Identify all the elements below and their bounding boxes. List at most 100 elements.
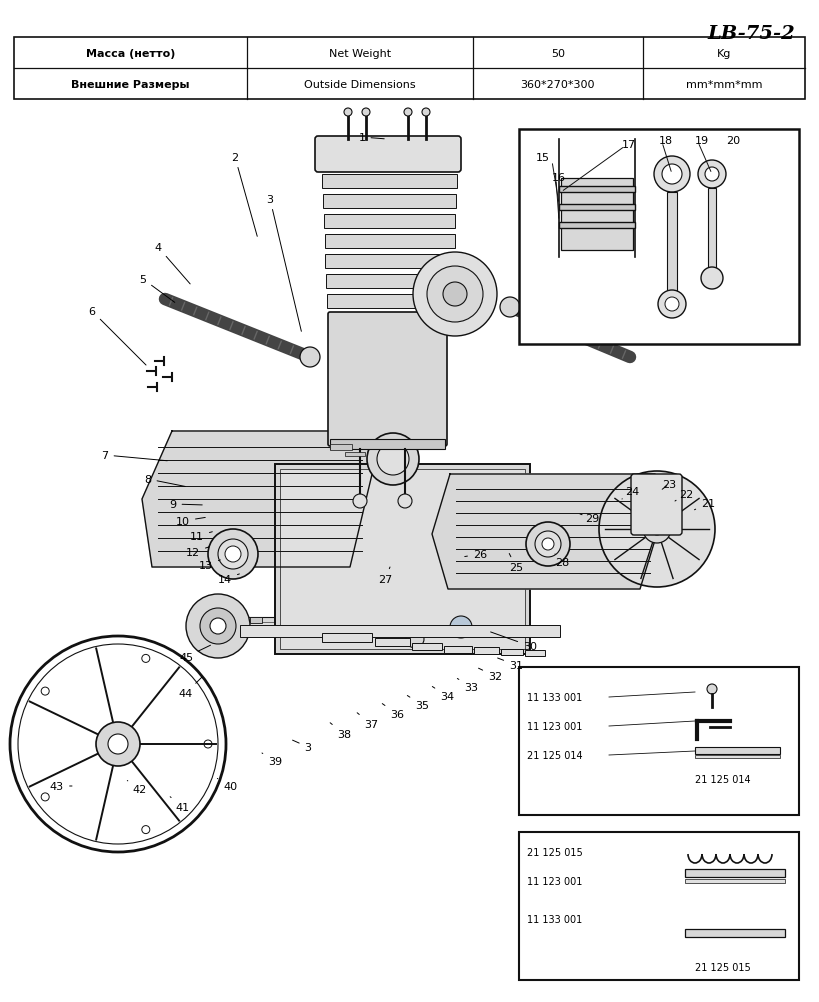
Bar: [685, 879, 785, 883]
Circle shape: [210, 618, 226, 634]
Circle shape: [542, 538, 554, 550]
FancyBboxPatch shape: [275, 465, 530, 654]
Bar: [322, 633, 372, 642]
Circle shape: [200, 608, 236, 644]
Circle shape: [443, 283, 467, 307]
Bar: [519, 833, 799, 980]
Circle shape: [662, 165, 682, 184]
Text: 42: 42: [127, 781, 147, 795]
Bar: [519, 667, 799, 816]
Circle shape: [41, 687, 49, 695]
Bar: [230, 617, 410, 635]
Text: 41: 41: [170, 797, 190, 813]
Circle shape: [698, 161, 726, 188]
Circle shape: [526, 522, 570, 566]
Text: 40: 40: [217, 779, 237, 792]
Bar: [412, 643, 442, 650]
Text: 24: 24: [622, 487, 639, 500]
Circle shape: [218, 539, 248, 569]
Text: Net Weight: Net Weight: [329, 48, 391, 58]
Circle shape: [353, 495, 367, 508]
Circle shape: [344, 109, 352, 117]
Circle shape: [142, 826, 150, 834]
Bar: [324, 234, 455, 248]
Bar: [519, 130, 799, 345]
Text: 11 133 001: 11 133 001: [527, 692, 582, 702]
Bar: [559, 186, 635, 192]
Text: Масса (нетто): Масса (нетто): [86, 48, 175, 58]
Text: 37: 37: [357, 713, 378, 729]
Circle shape: [599, 472, 715, 587]
Bar: [667, 192, 677, 293]
Text: 15: 15: [536, 153, 550, 163]
Bar: [345, 453, 365, 457]
Text: 38: 38: [330, 723, 351, 739]
Circle shape: [406, 630, 424, 648]
Text: 45: 45: [179, 645, 210, 662]
Text: 1: 1: [359, 133, 384, 143]
Circle shape: [225, 546, 241, 562]
Circle shape: [535, 531, 561, 557]
Bar: [474, 647, 499, 654]
Text: 35: 35: [407, 695, 429, 710]
Text: 21: 21: [695, 499, 715, 510]
Text: 17: 17: [622, 140, 636, 150]
Text: 360*270*300: 360*270*300: [521, 79, 595, 89]
Text: 14: 14: [218, 574, 239, 584]
Circle shape: [377, 444, 409, 476]
Circle shape: [300, 348, 320, 368]
Text: 21 125 014: 21 125 014: [695, 775, 751, 785]
Text: 20: 20: [726, 136, 740, 146]
Text: 32: 32: [478, 668, 502, 681]
Text: 2: 2: [232, 153, 257, 237]
Bar: [685, 869, 785, 877]
Text: 36: 36: [382, 703, 404, 719]
Bar: [280, 470, 525, 649]
Text: 39: 39: [262, 754, 282, 767]
Bar: [330, 445, 352, 451]
Bar: [685, 929, 785, 937]
Text: 26: 26: [464, 549, 487, 559]
Text: Outside Dimensions: Outside Dimensions: [304, 79, 416, 89]
Polygon shape: [432, 475, 670, 589]
Bar: [327, 295, 452, 309]
Circle shape: [643, 515, 671, 543]
Bar: [559, 204, 635, 210]
Circle shape: [204, 740, 212, 748]
Text: 33: 33: [457, 678, 478, 692]
Bar: [330, 440, 445, 450]
Text: 3: 3: [292, 740, 311, 753]
Text: 11 133 001: 11 133 001: [527, 914, 582, 924]
Bar: [559, 222, 635, 228]
Text: 3: 3: [266, 194, 301, 332]
Text: 12: 12: [186, 547, 210, 557]
Text: LB-75-2: LB-75-2: [708, 25, 795, 43]
Text: 34: 34: [432, 686, 454, 701]
Text: mm*mm*mm: mm*mm*mm: [686, 79, 762, 89]
Text: 4: 4: [155, 242, 190, 285]
Text: 21 125 014: 21 125 014: [527, 750, 582, 761]
Text: Kg: Kg: [717, 48, 731, 58]
Circle shape: [701, 268, 723, 290]
Circle shape: [422, 109, 430, 117]
Text: 28: 28: [555, 554, 569, 567]
Text: 11: 11: [190, 531, 212, 541]
Circle shape: [450, 616, 472, 638]
Text: 50: 50: [551, 48, 565, 58]
Text: 29: 29: [580, 513, 600, 523]
Circle shape: [398, 495, 412, 508]
Circle shape: [404, 109, 412, 117]
Circle shape: [707, 684, 717, 694]
Bar: [444, 646, 472, 653]
Text: 8: 8: [144, 475, 185, 487]
Circle shape: [186, 594, 250, 658]
Bar: [235, 622, 405, 630]
Circle shape: [427, 267, 483, 323]
Text: 6: 6: [88, 307, 146, 366]
Circle shape: [96, 722, 140, 767]
Bar: [240, 625, 560, 637]
Text: 44: 44: [179, 677, 202, 698]
Bar: [324, 214, 455, 228]
Text: 30: 30: [491, 632, 537, 651]
Bar: [695, 756, 780, 759]
